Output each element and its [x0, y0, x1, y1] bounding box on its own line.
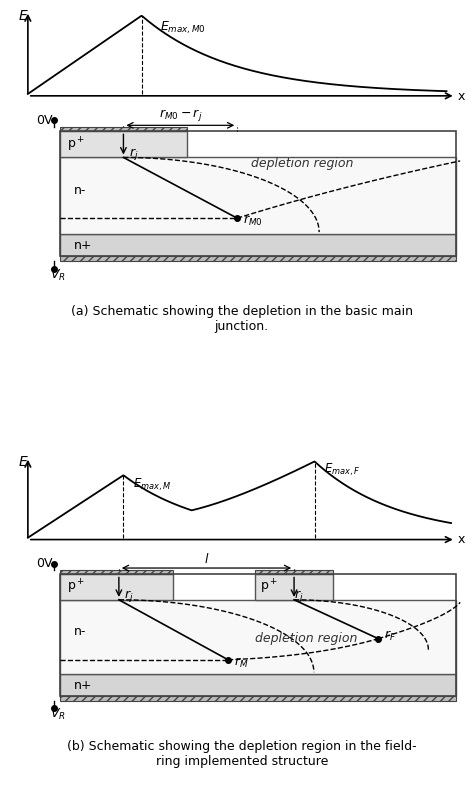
- Text: $r_j$: $r_j$: [294, 588, 304, 604]
- Bar: [60, 234, 456, 256]
- Text: $r_M$: $r_M$: [234, 656, 248, 670]
- Text: $E_{max,M0}$: $E_{max,M0}$: [160, 19, 206, 36]
- Bar: [255, 574, 333, 600]
- Text: n-: n-: [73, 184, 86, 197]
- Text: $E_{max,M}$: $E_{max,M}$: [133, 476, 171, 493]
- Bar: [60, 600, 456, 674]
- Text: n+: n+: [73, 238, 92, 252]
- Bar: [60, 570, 173, 574]
- Text: 0V: 0V: [36, 558, 53, 570]
- Bar: [255, 570, 333, 574]
- Text: p$^+$: p$^+$: [66, 578, 85, 596]
- Text: x: x: [457, 533, 465, 546]
- Text: $V_R$: $V_R$: [50, 707, 65, 722]
- Bar: [60, 131, 187, 158]
- Text: (a) Schematic showing the depletion in the basic main
junction.: (a) Schematic showing the depletion in t…: [71, 306, 413, 334]
- Text: l: l: [205, 553, 208, 566]
- Text: $r_{M0}$: $r_{M0}$: [243, 214, 262, 228]
- Text: depletion region: depletion region: [255, 632, 358, 645]
- Text: $V_R$: $V_R$: [50, 267, 65, 282]
- Text: x: x: [457, 90, 465, 102]
- Text: p$^+$: p$^+$: [260, 578, 278, 596]
- Bar: [60, 256, 456, 262]
- Text: $r_j$: $r_j$: [129, 146, 138, 162]
- Bar: [60, 574, 173, 600]
- Text: depletion region: depletion region: [251, 157, 353, 170]
- Bar: [60, 574, 456, 696]
- Bar: [60, 126, 187, 131]
- Text: $r_F$: $r_F$: [384, 629, 396, 642]
- Text: E: E: [19, 9, 27, 23]
- Text: p$^+$: p$^+$: [66, 135, 85, 154]
- Text: (b) Schematic showing the depletion region in the field-
ring implemented struct: (b) Schematic showing the depletion regi…: [67, 740, 417, 768]
- Text: $r_{M0} - r_j$: $r_{M0} - r_j$: [159, 107, 202, 123]
- Bar: [60, 158, 456, 234]
- Bar: [60, 131, 456, 256]
- Text: n+: n+: [73, 678, 92, 692]
- Bar: [60, 696, 456, 701]
- Text: 0V: 0V: [36, 114, 53, 127]
- Bar: [60, 674, 456, 696]
- Text: n-: n-: [73, 626, 86, 638]
- Text: $r_j$: $r_j$: [124, 588, 134, 604]
- Text: $E_{max,F}$: $E_{max,F}$: [324, 462, 360, 478]
- Text: E: E: [19, 455, 27, 469]
